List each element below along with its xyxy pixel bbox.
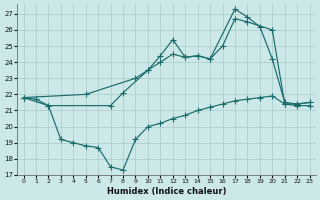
X-axis label: Humidex (Indice chaleur): Humidex (Indice chaleur) bbox=[107, 187, 226, 196]
